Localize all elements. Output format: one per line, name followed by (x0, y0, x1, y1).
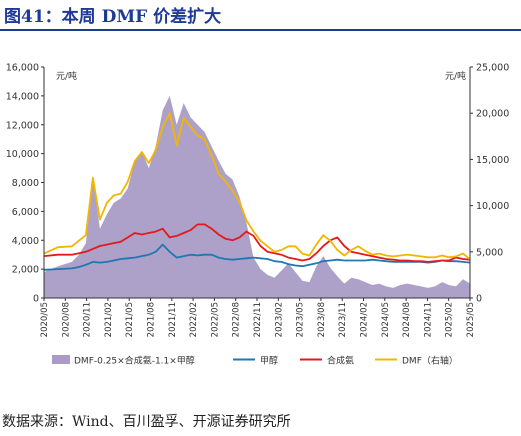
left-tick-label: 14,000 (6, 91, 39, 102)
figure-title: 图41：本周 DMF 价差扩大 (4, 7, 222, 27)
x-tick-label: 2024/11 (423, 302, 433, 337)
series-line-1 (43, 243, 471, 271)
left-tick-label: 0 (33, 294, 39, 305)
left-tick-label: 4,000 (12, 236, 39, 247)
series-area-spread (44, 95, 470, 299)
series-line-3 (43, 112, 471, 260)
x-tick-label: 2025/05 (466, 302, 476, 337)
right-tick-label: 15,000 (476, 155, 509, 166)
data-source-note: 数据来源：Wind、百川盈孚、开源证券研究所 (2, 414, 291, 430)
x-tick-label: 2021/11 (168, 302, 178, 337)
legend-label-spread: DMF-0.25×合成氨-1.1×甲醇 (74, 355, 195, 367)
right-tick-label: 0 (476, 294, 482, 305)
left-tick-label: 12,000 (6, 120, 39, 131)
legend-swatch-spread (52, 355, 70, 364)
legend-label-1: 甲醇 (260, 355, 278, 367)
right-tick-label: 25,000 (476, 63, 509, 74)
dmf-spread-chart: 0 2,000 4,000 6,000 8,000 10,000 12,000 14,000 1… (6, 63, 510, 367)
left-tick-label: 6,000 (12, 207, 39, 218)
right-tick-label: 10,000 (476, 201, 509, 212)
x-tick-label: 2023/11 (338, 302, 348, 337)
right-axis-unit: 元/吨 (445, 70, 466, 82)
left-tick-label: 16,000 (6, 63, 39, 74)
x-tick-label: 2020/11 (83, 302, 93, 337)
x-tick-label: 2021/05 (125, 302, 135, 337)
left-tick-label: 10,000 (6, 149, 39, 160)
series-line-2 (43, 223, 471, 263)
left-axis-unit: 元/吨 (56, 70, 77, 82)
legend-label-3: DMF（右轴） (402, 355, 458, 367)
x-tick-label: 2023/08 (317, 302, 327, 337)
x-tick-label: 2024/02 (360, 302, 370, 337)
legend-label-2: 合成氨 (327, 355, 354, 367)
x-tick-label: 2020/08 (61, 302, 71, 337)
x-tick-label: 2022/11 (253, 302, 263, 337)
x-tick-label: 2022/08 (232, 302, 242, 337)
x-tick-label: 2024/05 (381, 302, 391, 337)
x-tick-label: 2024/08 (402, 302, 412, 337)
x-tick-label: 2023/05 (296, 302, 306, 337)
x-tick-label: 2023/02 (274, 302, 284, 337)
x-tick-label: 2022/02 (189, 302, 199, 337)
left-tick-label: 8,000 (12, 178, 39, 189)
x-tick-label: 2021/02 (104, 302, 114, 337)
right-tick-label: 20,000 (476, 109, 509, 120)
x-tick-label: 2021/08 (147, 302, 157, 337)
left-tick-label: 2,000 (12, 265, 39, 276)
right-tick-label: 5,000 (476, 247, 503, 258)
x-tick-label: 2025/02 (445, 302, 455, 337)
x-tick-label: 2020/05 (40, 302, 50, 337)
x-tick-label: 2022/05 (210, 302, 220, 337)
title-rule (0, 29, 521, 31)
